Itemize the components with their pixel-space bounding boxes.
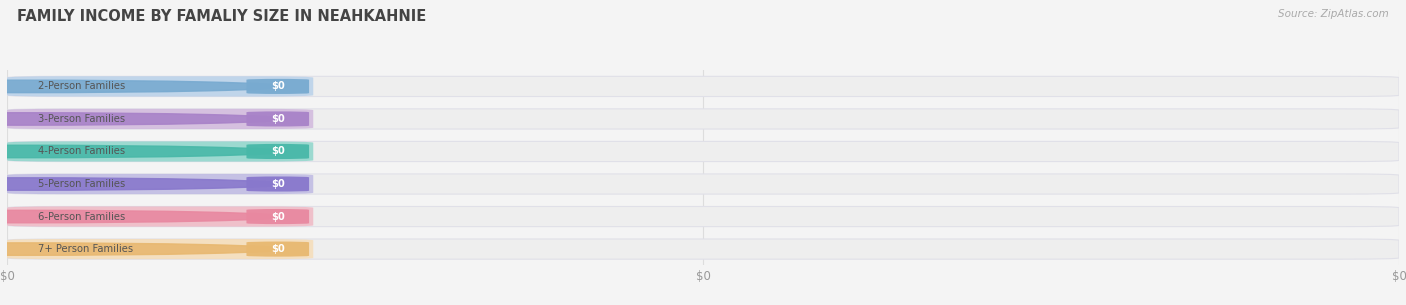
FancyBboxPatch shape [246, 144, 309, 159]
Text: 7+ Person Families: 7+ Person Families [38, 244, 132, 254]
FancyBboxPatch shape [7, 239, 1399, 259]
Text: $0: $0 [271, 146, 284, 156]
Text: 6-Person Families: 6-Person Families [38, 212, 125, 221]
Circle shape [0, 145, 285, 158]
FancyBboxPatch shape [7, 239, 314, 259]
Circle shape [0, 210, 285, 223]
FancyBboxPatch shape [7, 76, 314, 96]
Circle shape [0, 178, 285, 190]
Text: $0: $0 [271, 81, 284, 92]
FancyBboxPatch shape [7, 174, 314, 194]
Text: FAMILY INCOME BY FAMALIY SIZE IN NEAHKAHNIE: FAMILY INCOME BY FAMALIY SIZE IN NEAHKAH… [17, 9, 426, 24]
Text: 2-Person Families: 2-Person Families [38, 81, 125, 92]
FancyBboxPatch shape [246, 209, 309, 224]
FancyBboxPatch shape [7, 206, 1399, 227]
FancyBboxPatch shape [7, 109, 1399, 129]
Circle shape [0, 113, 285, 125]
Circle shape [0, 80, 285, 93]
FancyBboxPatch shape [246, 111, 309, 127]
Text: $0: $0 [271, 114, 284, 124]
FancyBboxPatch shape [246, 242, 309, 257]
Text: 4-Person Families: 4-Person Families [38, 146, 125, 156]
Circle shape [0, 243, 285, 255]
Text: 3-Person Families: 3-Person Families [38, 114, 125, 124]
FancyBboxPatch shape [7, 206, 314, 227]
FancyBboxPatch shape [246, 177, 309, 192]
FancyBboxPatch shape [7, 142, 314, 162]
Text: $0: $0 [271, 212, 284, 221]
FancyBboxPatch shape [7, 142, 1399, 162]
FancyBboxPatch shape [7, 174, 1399, 194]
Text: Source: ZipAtlas.com: Source: ZipAtlas.com [1278, 9, 1389, 19]
FancyBboxPatch shape [7, 109, 314, 129]
Text: $0: $0 [271, 244, 284, 254]
FancyBboxPatch shape [7, 76, 1399, 96]
FancyBboxPatch shape [246, 79, 309, 94]
Text: $0: $0 [271, 179, 284, 189]
Text: 5-Person Families: 5-Person Families [38, 179, 125, 189]
